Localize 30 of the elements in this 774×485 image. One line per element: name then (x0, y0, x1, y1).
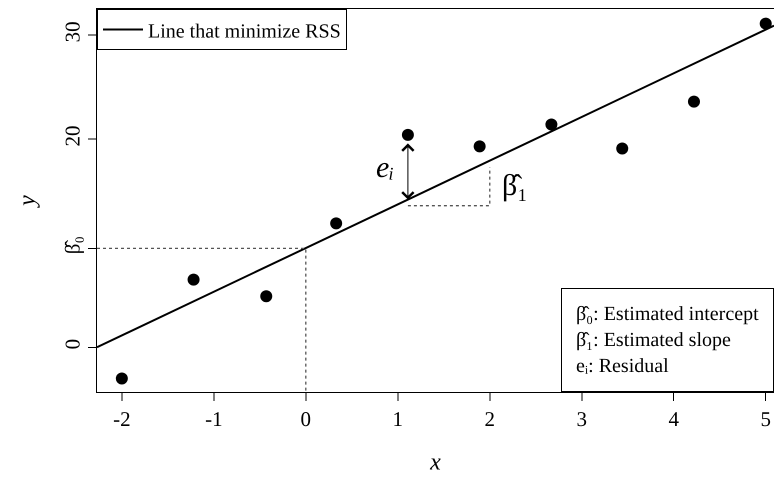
point (545, 118, 558, 131)
point (188, 274, 200, 286)
x-axis-title: x (429, 450, 442, 476)
y-tick-label: 20 (60, 125, 85, 146)
point (688, 96, 700, 108)
x-tick-label: 0 (300, 407, 312, 432)
point (330, 217, 342, 230)
x-tick-label: -1 (205, 407, 223, 432)
x-tick-label: 5 (760, 407, 771, 432)
point (260, 290, 272, 302)
y-tick-label: β̂₀ (60, 236, 85, 254)
x-tick-label: -2 (113, 407, 131, 432)
y-tick-label: 30 (60, 21, 85, 42)
point (402, 128, 414, 141)
annotation: β̂₁ (502, 169, 528, 202)
legend-label: Line that minimize RSS (148, 20, 341, 42)
annotation: β̂₁: Estimated slope (576, 329, 732, 351)
x-tick-label: 3 (576, 407, 587, 432)
point (616, 142, 628, 154)
x-tick-label: 1 (392, 407, 404, 432)
y-tick-label: 0 (60, 338, 85, 350)
x-tick-label: 4 (668, 407, 680, 432)
y-axis-title: y (14, 194, 41, 208)
annotation: eᵢ (376, 151, 394, 184)
point (116, 372, 128, 384)
point (760, 18, 772, 30)
x-tick-label: 2 (484, 407, 496, 432)
point (474, 140, 486, 152)
annotation: β̂₀: Estimated intercept (576, 303, 760, 325)
annotation: eᵢ: Residual (576, 355, 670, 377)
